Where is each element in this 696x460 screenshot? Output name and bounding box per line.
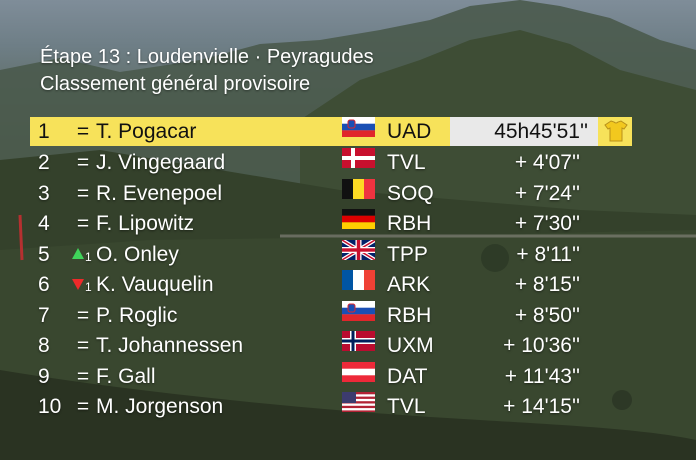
team-code: ARK xyxy=(387,273,431,296)
rider-name: R. Evenepoel xyxy=(96,182,223,205)
team-code: DAT xyxy=(387,365,428,388)
rank-number: 8 xyxy=(38,334,50,357)
standings-row: 9 = F. Gall DAT + 11'43'' xyxy=(30,362,632,391)
standings-subtitle: Classement général provisoire xyxy=(40,73,311,95)
standings-row: 4 = F. Lipowitz RBH + 7'30'' xyxy=(30,209,632,238)
position-unchanged-symbol: = xyxy=(76,365,90,388)
time-gap: + 8'50'' xyxy=(514,304,580,327)
rider-name: T. Pogacar xyxy=(96,120,197,143)
time-gap: + 11'43'' xyxy=(504,365,580,388)
standings-row: 7 = P. Roglic RBH + 8'50'' xyxy=(30,301,632,330)
rank-number: 2 xyxy=(38,151,50,174)
leader-highlight xyxy=(30,117,450,146)
rider-name: M. Jorgenson xyxy=(96,395,224,418)
flag-uk-icon xyxy=(342,240,375,269)
rider-name: F. Gall xyxy=(96,365,156,388)
flag-norway-icon xyxy=(342,331,375,360)
standings-row: 6 1 K. Vauquelin ARK + 8'15'' xyxy=(30,270,632,299)
position-unchanged-symbol: = xyxy=(76,304,90,327)
rank-number: 3 xyxy=(38,182,50,205)
rank-number: 9 xyxy=(38,365,50,388)
rank-number: 5 xyxy=(38,243,50,266)
position-unchanged-symbol: = xyxy=(76,120,90,143)
rider-name: K. Vauquelin xyxy=(96,273,214,296)
flag-slovenia-icon xyxy=(342,301,375,330)
flag-denmark-icon xyxy=(342,148,375,177)
leader-time: 45h45'51'' xyxy=(450,117,598,146)
stage-header: Étape 13 : Loudenvielle · Peyragudes Cla… xyxy=(40,44,374,98)
rank-number: 10 xyxy=(38,395,62,418)
flag-germany-icon xyxy=(342,209,375,238)
time-gap: + 8'15'' xyxy=(514,273,580,296)
rank-number: 4 xyxy=(38,212,50,235)
team-code: TPP xyxy=(387,243,428,266)
time-gap: + 7'24'' xyxy=(514,182,580,205)
standings-row: 5 1 O. Onley TPP + 8'11'' xyxy=(30,240,632,269)
standings-row: 3 = R. Evenepoel SOQ + 7'24'' xyxy=(30,179,632,208)
rank-number: 7 xyxy=(38,304,50,327)
red-down-arrow-icon xyxy=(72,279,84,290)
team-code: RBH xyxy=(387,212,432,235)
team-code: TVL xyxy=(387,395,426,418)
position-unchanged-symbol: = xyxy=(76,334,90,357)
position-unchanged-symbol: = xyxy=(76,151,90,174)
standings-row: 1 = T. Pogacar UAD 45h45'51'' xyxy=(30,117,632,146)
rank-number: 1 xyxy=(38,120,50,143)
standings-row: 2 = J. Vingegaard TVL + 4'07'' xyxy=(30,148,632,177)
rider-name: O. Onley xyxy=(96,243,179,266)
time-gap: + 4'07'' xyxy=(514,151,580,174)
position-unchanged-symbol: = xyxy=(76,212,90,235)
position-unchanged-symbol: = xyxy=(76,182,90,205)
flag-austria-icon xyxy=(342,362,375,391)
rider-name: P. Roglic xyxy=(96,304,178,327)
flag-usa-icon xyxy=(342,392,375,421)
flag-slovenia-icon xyxy=(342,117,375,146)
standings-row: 10 = M. Jorgenson TVL + 14'15'' xyxy=(30,392,632,421)
rank-number: 6 xyxy=(38,273,50,296)
team-code: RBH xyxy=(387,304,432,327)
standings-row: 8 = T. Johannessen UXM + 10'36'' xyxy=(30,331,632,360)
team-code: UXM xyxy=(387,334,434,357)
position-change: 1 xyxy=(85,250,92,264)
rider-name: J. Vingegaard xyxy=(96,151,226,174)
team-code: TVL xyxy=(387,151,426,174)
flag-belgium-icon xyxy=(342,179,375,208)
yellow-jersey-icon xyxy=(604,120,628,142)
team-code: UAD xyxy=(387,120,432,143)
stage-title: Étape 13 : Loudenvielle · Peyragudes xyxy=(40,46,374,68)
time-gap: + 8'11'' xyxy=(516,243,580,266)
time-gap: + 7'30'' xyxy=(514,212,580,235)
position-unchanged-symbol: = xyxy=(76,395,90,418)
time-gap: + 10'36'' xyxy=(503,334,580,357)
flag-france-icon xyxy=(342,270,375,299)
team-code: SOQ xyxy=(387,182,434,205)
position-change: 1 xyxy=(85,280,92,294)
rider-name: T. Johannessen xyxy=(96,334,244,357)
green-up-arrow-icon xyxy=(72,248,84,259)
time-gap: + 14'15'' xyxy=(503,395,580,418)
rider-name: F. Lipowitz xyxy=(96,212,195,235)
